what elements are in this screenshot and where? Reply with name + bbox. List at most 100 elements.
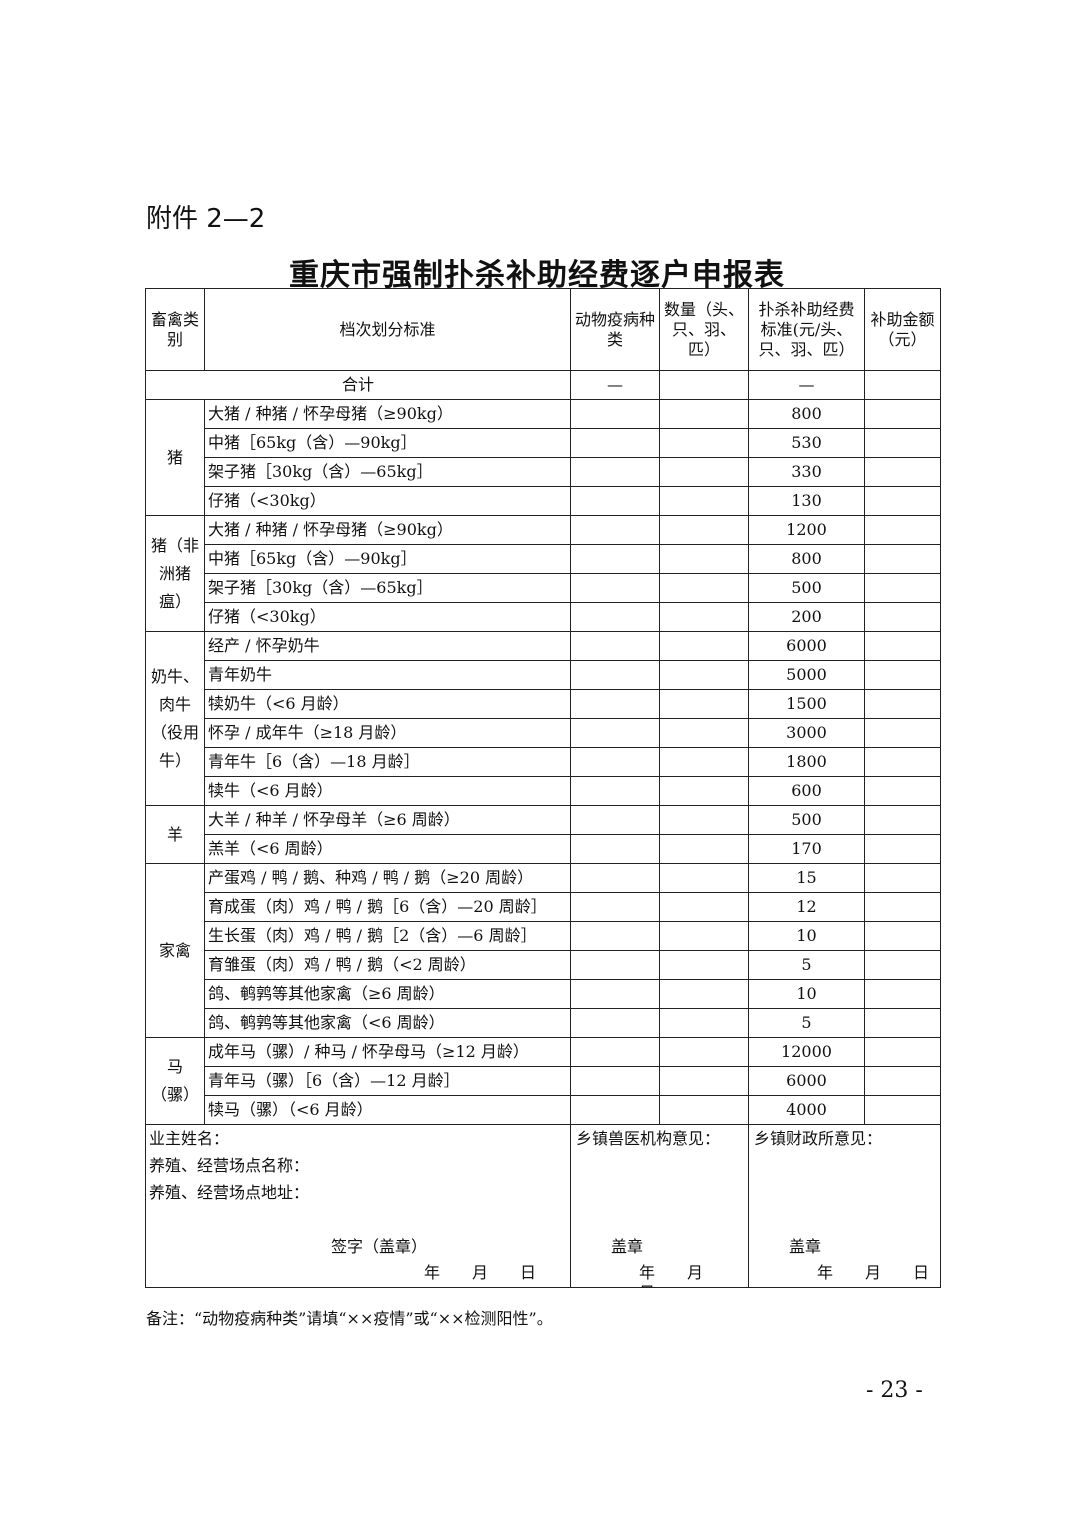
disease-input[interactable] xyxy=(570,834,660,864)
disease-input[interactable] xyxy=(570,457,660,487)
amount-input[interactable] xyxy=(864,428,941,458)
standard-cell: 育成蛋（肉）鸡 / 鸭 / 鹅［6（含）—20 周龄］ xyxy=(204,892,571,922)
owner-section[interactable]: 业主姓名： 养殖、经营场点名称： 养殖、经营场点地址： 签字（盖章） 年 月 日 xyxy=(145,1124,571,1288)
standard-cell: 大猪 / 种猪 / 怀孕母猪（≥90kg） xyxy=(204,515,571,545)
disease-input[interactable] xyxy=(570,660,660,690)
category-cell: 猪 xyxy=(145,399,205,516)
disease-input[interactable] xyxy=(570,718,660,748)
amount-input[interactable] xyxy=(864,950,941,980)
quantity-input[interactable] xyxy=(659,1037,749,1067)
table-row: 育雏蛋（肉）鸡 / 鸭 / 鹅（<2 周龄） 5 xyxy=(146,950,941,980)
rate-cell: 10 xyxy=(748,979,865,1009)
quantity-input[interactable] xyxy=(659,631,749,661)
rate-cell: 170 xyxy=(748,834,865,864)
finance-opinion-label: 乡镇财政所意见： xyxy=(754,1129,883,1148)
disease-input[interactable] xyxy=(570,1008,660,1038)
quantity-input[interactable] xyxy=(659,1066,749,1096)
category-cell: 猪（非洲猪瘟） xyxy=(145,515,205,632)
disease-input[interactable] xyxy=(570,747,660,777)
amount-input[interactable] xyxy=(864,834,941,864)
table-row: 青年牛［6（含）—18 月龄］ 1800 xyxy=(146,747,941,777)
amount-input[interactable] xyxy=(864,1095,941,1125)
quantity-input[interactable] xyxy=(659,921,749,951)
quantity-input[interactable] xyxy=(659,515,749,545)
amount-input[interactable] xyxy=(864,573,941,603)
table-row: 羊大羊 / 种羊 / 怀孕母羊（≥6 周龄） 500 xyxy=(145,805,941,864)
disease-input[interactable] xyxy=(570,863,660,893)
amount-input[interactable] xyxy=(864,631,941,661)
disease-input[interactable] xyxy=(570,486,660,516)
quantity-input[interactable] xyxy=(659,428,749,458)
disease-input[interactable] xyxy=(570,950,660,980)
quantity-input[interactable] xyxy=(659,602,749,632)
rate-cell: 1800 xyxy=(748,747,865,777)
quantity-input[interactable] xyxy=(659,573,749,603)
disease-input[interactable] xyxy=(570,979,660,1009)
vet-opinion-section[interactable]: 乡镇兽医机构意见： 盖章 年 月 日 xyxy=(570,1124,749,1288)
amount-input[interactable] xyxy=(864,660,941,690)
quantity-input[interactable] xyxy=(659,979,749,1009)
rate-cell: 3000 xyxy=(748,718,865,748)
disease-input[interactable] xyxy=(570,544,660,574)
quantity-input[interactable] xyxy=(659,950,749,980)
site-name-label: 养殖、经营场点名称： xyxy=(149,1156,310,1175)
quantity-input[interactable] xyxy=(659,747,749,777)
amount-input[interactable] xyxy=(864,776,941,806)
standard-cell: 鸽、鹌鹑等其他家禽（<6 周龄） xyxy=(204,1008,571,1038)
amount-input[interactable] xyxy=(864,1066,941,1096)
quantity-input[interactable] xyxy=(659,457,749,487)
quantity-input[interactable] xyxy=(659,834,749,864)
disease-input[interactable] xyxy=(570,428,660,458)
amount-input[interactable] xyxy=(864,486,941,516)
amount-input[interactable] xyxy=(864,457,941,487)
amount-input[interactable] xyxy=(864,863,941,893)
quantity-input[interactable] xyxy=(659,1008,749,1038)
disease-input[interactable] xyxy=(570,1066,660,1096)
disease-input[interactable] xyxy=(570,1095,660,1125)
disease-input[interactable] xyxy=(570,515,660,545)
total-quantity[interactable] xyxy=(659,370,749,400)
amount-input[interactable] xyxy=(864,515,941,545)
disease-input[interactable] xyxy=(570,602,660,632)
amount-input[interactable] xyxy=(864,747,941,777)
amount-input[interactable] xyxy=(864,921,941,951)
disease-input[interactable] xyxy=(570,399,660,429)
quantity-input[interactable] xyxy=(659,776,749,806)
quantity-input[interactable] xyxy=(659,718,749,748)
disease-input[interactable] xyxy=(570,892,660,922)
total-amount[interactable] xyxy=(864,370,941,400)
quantity-input[interactable] xyxy=(659,544,749,574)
quantity-input[interactable] xyxy=(659,892,749,922)
standard-cell: 青年牛［6（含）—18 月龄］ xyxy=(204,747,571,777)
rate-cell: 6000 xyxy=(748,631,865,661)
table-row: 怀孕 / 成年牛（≥18 月龄） 3000 xyxy=(146,718,941,748)
standard-cell: 仔猪（<30kg） xyxy=(204,602,571,632)
amount-input[interactable] xyxy=(864,1008,941,1038)
amount-input[interactable] xyxy=(864,979,941,1009)
amount-input[interactable] xyxy=(864,602,941,632)
amount-input[interactable] xyxy=(864,689,941,719)
amount-input[interactable] xyxy=(864,892,941,922)
amount-input[interactable] xyxy=(864,544,941,574)
disease-input[interactable] xyxy=(570,805,660,835)
disease-input[interactable] xyxy=(570,689,660,719)
disease-input[interactable] xyxy=(570,776,660,806)
disease-input[interactable] xyxy=(570,921,660,951)
quantity-input[interactable] xyxy=(659,660,749,690)
amount-input[interactable] xyxy=(864,718,941,748)
quantity-input[interactable] xyxy=(659,689,749,719)
finance-opinion-section[interactable]: 乡镇财政所意见： 盖章 年 月 日 xyxy=(748,1124,941,1288)
amount-input[interactable] xyxy=(864,805,941,835)
disease-input[interactable] xyxy=(570,573,660,603)
disease-input[interactable] xyxy=(570,1037,660,1067)
quantity-input[interactable] xyxy=(659,1095,749,1125)
quantity-input[interactable] xyxy=(659,486,749,516)
quantity-input[interactable] xyxy=(659,399,749,429)
amount-input[interactable] xyxy=(864,399,941,429)
header-amount: 补助金额（元） xyxy=(864,288,941,371)
quantity-input[interactable] xyxy=(659,863,749,893)
table-row: 犊马（骡）（<6 月龄） 4000 xyxy=(146,1095,941,1125)
quantity-input[interactable] xyxy=(659,805,749,835)
amount-input[interactable] xyxy=(864,1037,941,1067)
disease-input[interactable] xyxy=(570,631,660,661)
